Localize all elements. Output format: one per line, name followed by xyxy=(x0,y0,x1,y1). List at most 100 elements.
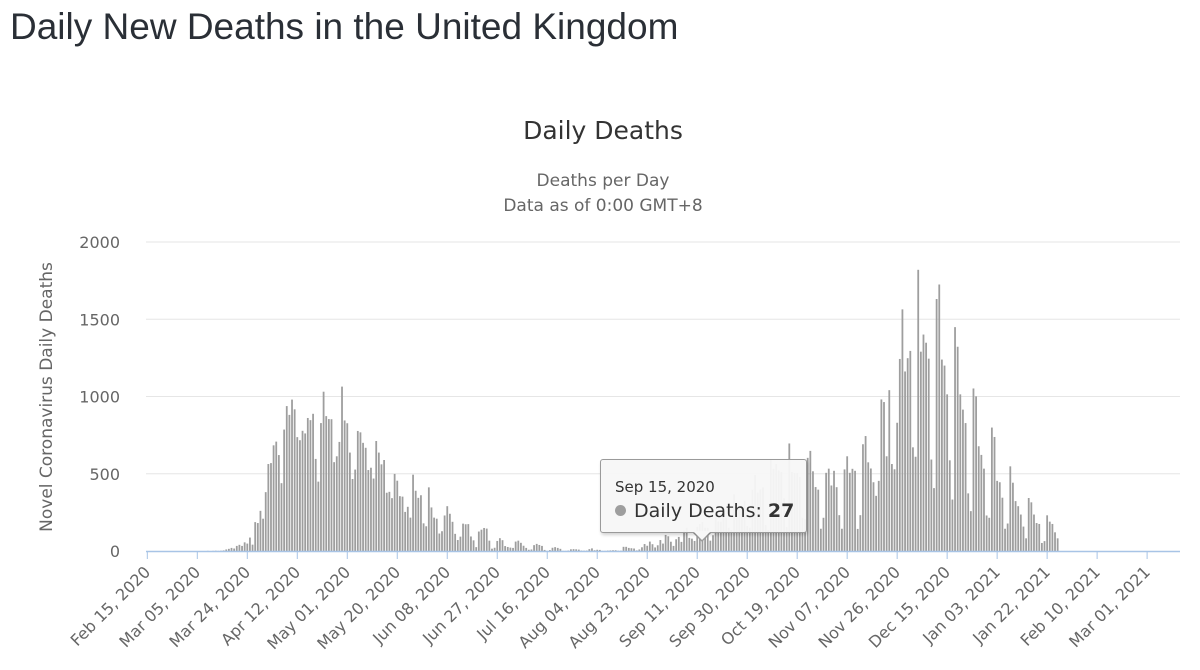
bar[interactable] xyxy=(888,390,891,551)
bar[interactable] xyxy=(893,469,896,551)
bar[interactable] xyxy=(922,334,925,551)
bar[interactable] xyxy=(851,468,854,551)
bar[interactable] xyxy=(885,456,888,551)
bar[interactable] xyxy=(356,430,359,551)
bar[interactable] xyxy=(435,518,438,551)
bar[interactable] xyxy=(264,492,267,551)
bar[interactable] xyxy=(462,523,464,551)
bar[interactable] xyxy=(925,342,927,551)
bar[interactable] xyxy=(520,542,522,551)
bar[interactable] xyxy=(496,540,499,551)
bar[interactable] xyxy=(935,299,938,551)
bar[interactable] xyxy=(372,478,375,551)
bar[interactable] xyxy=(333,462,336,551)
bar[interactable] xyxy=(420,495,422,551)
bar[interactable] xyxy=(422,523,425,551)
bar[interactable] xyxy=(827,468,830,551)
bar[interactable] xyxy=(1006,523,1009,552)
bar[interactable] xyxy=(506,546,509,551)
bar[interactable] xyxy=(283,429,286,551)
bar[interactable] xyxy=(383,460,385,551)
bar[interactable] xyxy=(764,525,767,551)
bar[interactable] xyxy=(404,511,407,551)
bar[interactable] xyxy=(938,284,941,551)
bar[interactable] xyxy=(475,547,478,551)
bar[interactable] xyxy=(930,459,933,551)
bar[interactable] xyxy=(354,469,357,551)
bar[interactable] xyxy=(675,539,678,551)
bar[interactable] xyxy=(896,422,899,551)
bar[interactable] xyxy=(343,420,346,551)
bar[interactable] xyxy=(835,487,838,551)
bar[interactable] xyxy=(572,549,575,551)
bar[interactable] xyxy=(409,517,412,551)
bar[interactable] xyxy=(927,358,930,551)
bar[interactable] xyxy=(335,456,338,551)
bar[interactable] xyxy=(717,521,720,551)
bar[interactable] xyxy=(301,430,304,551)
bar[interactable] xyxy=(375,441,378,551)
bar[interactable] xyxy=(593,550,596,551)
bar[interactable] xyxy=(480,529,483,551)
bar[interactable] xyxy=(625,546,628,551)
bar[interactable] xyxy=(1054,532,1056,551)
bar[interactable] xyxy=(320,423,322,551)
bar[interactable] xyxy=(664,534,667,551)
bar[interactable] xyxy=(677,536,680,551)
bar[interactable] xyxy=(488,540,491,551)
bar[interactable] xyxy=(712,535,714,551)
bar[interactable] xyxy=(646,545,649,551)
bar[interactable] xyxy=(259,510,262,551)
bar[interactable] xyxy=(904,371,906,551)
bar[interactable] xyxy=(277,455,280,551)
bar[interactable] xyxy=(843,469,846,551)
bar[interactable] xyxy=(912,447,914,551)
bar[interactable] xyxy=(1043,541,1046,551)
bar[interactable] xyxy=(1038,523,1041,551)
bar[interactable] xyxy=(609,550,612,551)
bar[interactable] xyxy=(998,482,1001,551)
bar[interactable] xyxy=(1025,538,1027,551)
bar[interactable] xyxy=(362,442,364,551)
bar[interactable] xyxy=(256,523,259,551)
bar[interactable] xyxy=(491,548,493,551)
bar[interactable] xyxy=(1033,514,1035,551)
bar[interactable] xyxy=(817,489,820,551)
bar[interactable] xyxy=(1004,528,1006,551)
bar[interactable] xyxy=(485,528,488,551)
bar[interactable] xyxy=(385,492,388,551)
bar[interactable] xyxy=(638,549,641,551)
bar[interactable] xyxy=(406,506,409,551)
bar[interactable] xyxy=(414,490,417,551)
bar[interactable] xyxy=(969,511,972,551)
bar[interactable] xyxy=(906,358,909,551)
bar[interactable] xyxy=(767,529,770,551)
bar[interactable] xyxy=(233,548,236,551)
bar[interactable] xyxy=(635,550,638,551)
bar[interactable] xyxy=(693,540,696,551)
bar[interactable] xyxy=(1017,506,1020,551)
bar[interactable] xyxy=(454,533,457,551)
bar[interactable] xyxy=(730,529,733,551)
bar[interactable] xyxy=(746,525,749,551)
bar[interactable] xyxy=(1001,497,1004,551)
bar[interactable] xyxy=(819,528,822,551)
bar[interactable] xyxy=(1009,466,1012,551)
bar[interactable] xyxy=(856,528,859,551)
bar[interactable] xyxy=(280,483,283,551)
bar[interactable] xyxy=(430,507,433,551)
bar[interactable] xyxy=(801,517,804,551)
bar[interactable] xyxy=(946,394,949,551)
bar[interactable] xyxy=(227,548,230,551)
bar[interactable] xyxy=(688,537,691,551)
bar[interactable] xyxy=(498,538,501,551)
bar[interactable] xyxy=(225,549,228,551)
bar[interactable] xyxy=(262,518,264,551)
bar[interactable] xyxy=(433,517,435,551)
bar[interactable] xyxy=(814,487,817,551)
bar[interactable] xyxy=(380,464,383,551)
bar[interactable] xyxy=(806,457,809,551)
bar[interactable] xyxy=(241,545,243,551)
bar[interactable] xyxy=(525,547,528,551)
bar[interactable] xyxy=(541,545,543,551)
